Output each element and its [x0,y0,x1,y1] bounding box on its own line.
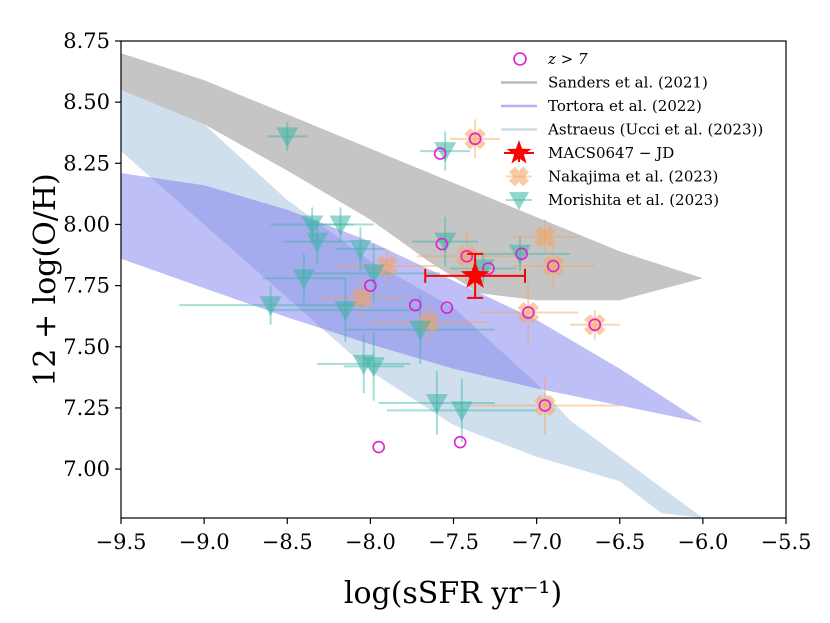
legend-label-tortora: Tortora et al. (2022) [548,97,702,115]
x-tick-label-5: −7.0 [511,530,562,554]
y-tick-label-3: 7.75 [63,274,110,298]
x-axis-ticks: −9.5 −9.0 −8.5 −8.0 −7.5 −7.0 −6.5 −6.0 −5.5 [96,518,812,554]
nakajima-point-1 [376,255,398,277]
legend-label-morishita: Morishita et al. (2023) [548,191,719,209]
z7-circle-6 [453,435,467,449]
y-tick-label-1: 7.25 [63,396,110,420]
x-tick-label-0: −9.5 [96,530,147,554]
nakajima-point-5 [517,301,540,324]
nakajima-point-9 [584,314,606,336]
legend-label-nakajima: Nakajima et al. (2023) [548,168,718,186]
z7-circle-3 [433,147,447,160]
morishita-point-2 [292,269,315,290]
nakajima-point-0 [351,287,373,309]
x-tick-label-6: −6.5 [594,530,645,554]
legend-marker-z7 [513,52,527,66]
y-tick-label-4: 8.00 [63,212,110,236]
y-tick-label-2: 7.50 [63,335,110,359]
x-tick-label-2: −8.5 [262,530,313,554]
y-axis-ticks: 7.00 7.25 7.50 7.75 8.00 8.25 8.50 8.75 [63,29,121,481]
legend-label-sanders: Sanders et al. (2021) [548,74,708,92]
z7-circle-11 [522,306,535,319]
nakajima-point-6 [534,225,556,248]
nakajima-point-4 [464,128,486,150]
legend-marker-macs [506,140,532,164]
morishita-point-9 [362,264,385,285]
x-axis-label: log(sSFR yr⁻¹) [344,576,562,611]
morishita-point-3 [301,215,324,236]
morishita-point-6 [334,301,357,322]
x-tick-label-1: −9.0 [179,530,230,554]
y-tick-label-5: 8.25 [63,151,110,175]
band-sanders [121,53,703,301]
morishita-point-4 [306,232,329,253]
model-bands [121,53,703,518]
nakajima-point-7 [534,394,556,417]
macs0647-jd-point [424,252,526,299]
z7-circle-14 [588,318,602,332]
morishita-point-1 [276,127,299,148]
legend-label-macs: MACS0647 − JD [548,144,674,162]
y-axis-label: 12 + log(O/H) [28,173,63,387]
morishita-point-0 [259,296,282,317]
macs-star [460,260,490,288]
z7-circle-8 [468,132,482,146]
y-tick-label-0: 7.00 [63,457,110,481]
z7-circle-1 [372,440,385,454]
z7-circle-9 [482,262,495,275]
x-tick-label-3: −8.0 [345,530,396,554]
z7-circle-10 [515,247,528,261]
legend-marker-nakajima [509,166,529,187]
morishita-point-5 [329,215,352,236]
z7-circle-12 [538,399,552,412]
morishita-point-15 [450,401,473,422]
nakajima-point-3 [456,245,478,267]
morishita-point-11 [409,320,432,341]
z7-circle-0 [364,279,377,292]
x-tick-label-8: −5.5 [761,530,812,554]
morishita-point-12 [425,394,448,414]
y-tick-label-6: 8.50 [63,90,110,114]
x-tick-label-4: −7.5 [428,530,479,554]
z7-circle-5 [440,301,454,314]
legend-label-astraeus: Astraeus (Ucci et al. (2023)) [547,121,763,139]
nakajima-point-8 [542,255,564,277]
legend-label-z7: z > 7 [547,50,588,68]
z7-circle-4 [435,237,449,251]
z-gt-7-markers [364,132,602,454]
y-tick-label-7: 8.75 [63,29,110,53]
legend: z > 7 Sanders et al. (2021) Tortora et al.… [501,50,763,210]
morishita-point-7 [349,239,372,260]
x-tick-label-7: −6.0 [677,530,728,554]
legend-marker-morishita [509,192,529,210]
z7-circle-7 [460,249,474,263]
band-tortora [121,173,703,423]
morishita-point-10 [362,357,385,378]
band-astraeus [121,89,703,518]
morishita-point-13 [434,232,457,253]
z7-circle-2 [408,298,422,312]
z7-circle-13 [546,259,560,273]
